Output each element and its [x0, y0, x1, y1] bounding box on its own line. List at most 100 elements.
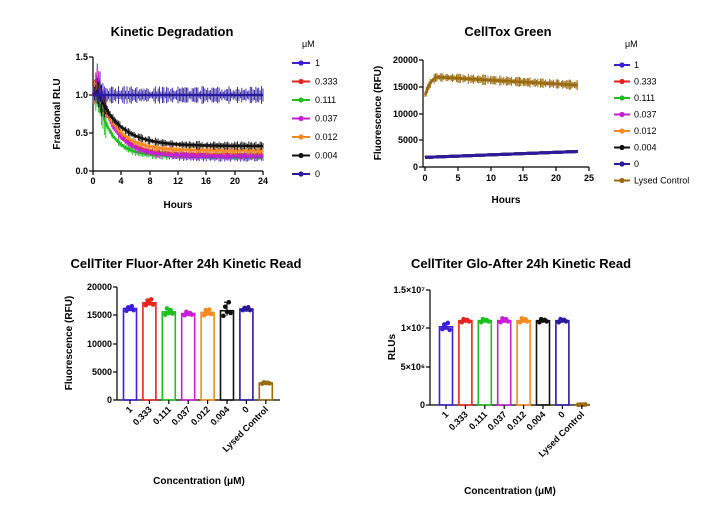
chart1-x-ticks: 0 4 8 12 16 20 24: [90, 176, 268, 186]
chart1-xtick-label: 8: [147, 176, 152, 186]
chart1-axes: [89, 56, 264, 175]
chart2-y-ticks: 0 5000 10000 15000 20000: [393, 55, 418, 172]
bar-data-point: [247, 307, 253, 313]
chart3-ytick-label: 10000: [87, 339, 112, 349]
bar-data-point: [207, 307, 212, 312]
chart2-legend-label: 0.012: [634, 126, 657, 136]
chart1-series-line-0.004: [92, 89, 263, 148]
x-tick-label: 0.004: [208, 404, 231, 427]
chart3-ytick-label: 20000: [87, 282, 112, 292]
bar-data-point: [170, 311, 175, 316]
chart2-ytick-label: 0: [413, 162, 418, 172]
bar-data-point: [583, 402, 588, 407]
chart1-series-line-0.012: [91, 84, 263, 152]
chart2-legend-swatch-marker: [619, 177, 625, 184]
chart1-legend-label: 0.111: [315, 95, 336, 105]
bar-data-point: [208, 311, 214, 317]
chart3-x-axis-label: Concentration (μM): [153, 476, 245, 487]
bar-data-point: [129, 303, 135, 309]
chart1-legend-label: 1: [315, 58, 320, 68]
bar-data-point: [498, 319, 503, 325]
bar-data-point: [182, 312, 187, 318]
bar-data-point: [150, 302, 156, 307]
bar-0.012: [516, 319, 531, 406]
chart3-ytick-label: 5000: [92, 367, 112, 377]
bar-0.111: [161, 311, 177, 401]
x-tick-label: 0.111: [151, 404, 173, 426]
chart2-ytick-label: 15000: [393, 82, 418, 92]
chart3-axes: [113, 286, 280, 401]
chart2-series-line-Lysed-Control: [423, 75, 578, 96]
chart1-ytick-label: 0.5: [75, 128, 88, 138]
chart-celltox-green: CellTox Green 0 5000 10000 15000 20000 0…: [373, 24, 689, 206]
bar-0.333: [142, 302, 157, 401]
chart4-y-ticks: 0 5×10⁶ 1×10⁷ 1.5×10⁷: [394, 285, 426, 410]
chart4-title: CellTiter Glo-After 24h Kinetic Read: [411, 256, 631, 271]
bar-0: [555, 319, 570, 406]
chart1-legend-swatch-marker: [298, 97, 304, 103]
chart2-xtick-label: 20: [551, 173, 561, 183]
bar-data-point: [203, 307, 209, 313]
chart2-legend-swatch-marker: [619, 111, 625, 118]
chart1-legend-swatch-marker: [298, 152, 304, 159]
chart1-series-group: [91, 63, 264, 162]
bar-0.111: [477, 319, 493, 406]
chart1-legend-swatch-marker: [298, 60, 304, 66]
bar-data-point: [505, 319, 511, 324]
chart2-ytick-label: 10000: [393, 109, 418, 119]
bar-data-point: [148, 297, 154, 302]
x-tick-label: 0.037: [170, 404, 193, 427]
chart4-ytick-label: 1.5×10⁷: [394, 285, 426, 295]
chart2-legend-swatch-marker: [619, 161, 625, 167]
chart2-legend-label: 0.333: [634, 77, 657, 87]
chart1-legend-label: 0.012: [315, 132, 338, 142]
chart1-xtick-label: 24: [258, 176, 268, 186]
x-tick-label: 0.012: [505, 409, 528, 432]
bar-data-point: [162, 312, 168, 317]
chart1-ytick-label: 1.0: [75, 90, 88, 100]
chart1-xtick-label: 4: [118, 176, 123, 186]
bar-data-point: [205, 311, 210, 316]
chart2-legend-label: 1: [634, 60, 639, 70]
chart2-series-group: [423, 72, 578, 159]
chart1-xtick-label: 12: [173, 176, 183, 186]
chart2-ytick-label: 5000: [398, 135, 418, 145]
bar-0.333: [458, 319, 473, 406]
chart2-xtick-label: 5: [455, 173, 460, 183]
chart1-x-axis-label: Hours: [164, 200, 193, 211]
chart1-xtick-label: 0: [90, 176, 95, 186]
chart3-bars-group: [122, 297, 274, 401]
chart2-legend-swatch-marker: [619, 78, 625, 85]
x-tick-label: 0.012: [189, 404, 212, 427]
chart2-legend-label: 0.111: [634, 93, 655, 103]
chart3-ytick-label: 0: [107, 395, 112, 405]
chart3-ytick-label: 15000: [87, 310, 112, 320]
bar-0.004: [535, 319, 551, 406]
chart1-y-axis-label: Fractional RLU: [52, 78, 63, 149]
x-tick-label: 0.004: [524, 409, 547, 432]
chart2-xtick-label: 10: [486, 173, 496, 183]
bar-0.012: [200, 311, 215, 401]
bar-0.004: [219, 309, 235, 401]
chart1-y-ticks: 0.0 0.5 1.0 1.5: [75, 52, 88, 176]
chart3-title: CellTiter Fluor-After 24h Kinetic Read: [71, 256, 302, 271]
chart2-legend-title: μM: [625, 39, 638, 49]
chart2-legend-label: 0.004: [634, 143, 657, 153]
chart2-xtick-label: 25: [584, 173, 594, 183]
bar-data-point: [143, 302, 149, 308]
bar-1: [438, 325, 454, 406]
chart3-y-axis-label: Fluorescence (RFU): [64, 296, 75, 390]
bar-1: [122, 307, 138, 401]
chart2-legend-label: Lysed Control: [634, 176, 689, 186]
bar-data-point: [221, 313, 226, 319]
bar-data-point: [517, 319, 523, 325]
bar-data-point: [443, 325, 449, 330]
bar-data-point: [224, 309, 230, 315]
bar-data-point: [524, 319, 530, 324]
chart2-xtick-label: 0: [422, 173, 427, 183]
chart1-title: Kinetic Degradation: [111, 24, 234, 39]
chart4-ytick-label: 1×10⁷: [401, 323, 425, 333]
chart1-xtick-label: 16: [201, 176, 211, 186]
